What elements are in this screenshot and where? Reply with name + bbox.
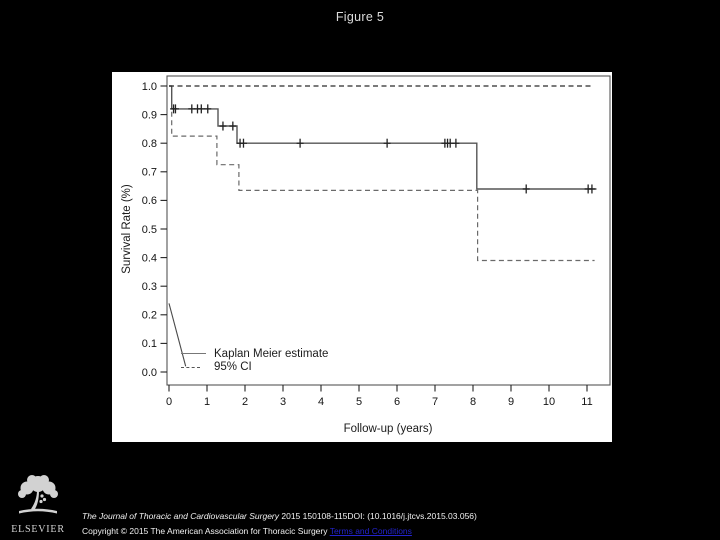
elsevier-wordmark: ELSEVIER <box>11 524 65 535</box>
svg-text:0.1: 0.1 <box>142 338 157 350</box>
elsevier-tree-icon <box>18 475 58 514</box>
svg-text:8: 8 <box>470 396 476 408</box>
copyright-line: Copyright © 2015 The American Associatio… <box>82 524 702 539</box>
svg-text:0: 0 <box>166 396 172 408</box>
svg-text:2: 2 <box>242 396 248 408</box>
copyright-text: Copyright © 2015 The American Associatio… <box>82 526 330 536</box>
x-axis-label: Follow-up (years) <box>343 423 433 435</box>
svg-text:5: 5 <box>356 396 362 408</box>
svg-text:0.2: 0.2 <box>142 310 157 322</box>
page-title: Figure 5 <box>335 10 385 24</box>
svg-text:4: 4 <box>318 396 324 408</box>
terms-link[interactable]: Terms and Conditions <box>329 526 412 536</box>
svg-text:9: 9 <box>508 396 514 408</box>
citation-details: 2015 150108-115DOI: (10.1016/j.jtcvs.201… <box>279 511 477 521</box>
svg-text:0.0: 0.0 <box>142 367 157 379</box>
svg-text:0.8: 0.8 <box>142 138 157 150</box>
svg-text:0.9: 0.9 <box>142 109 157 121</box>
journal-name: The Journal of Thoracic and Cardiovascul… <box>82 511 280 521</box>
svg-text:0.7: 0.7 <box>142 167 157 179</box>
figure-citation: The Journal of Thoracic and Cardiovascul… <box>82 509 702 539</box>
svg-text:1: 1 <box>204 396 210 408</box>
km-chart-svg: 1.0 0.9 0.8 0.7 0.6 0.5 0.4 0.3 0.2 0.1 0.0 0 1 2 3 4 5 6… <box>142 75 611 408</box>
svg-text:11: 11 <box>581 396 592 408</box>
svg-text:7: 7 <box>432 396 438 408</box>
legend-item-km: Kaplan Meier estimate <box>181 347 328 361</box>
legend-label-km: Kaplan Meier estimate <box>214 347 329 360</box>
svg-text:10: 10 <box>543 396 555 408</box>
solid-line-sample-icon <box>181 353 206 355</box>
chart-legend: Kaplan Meier estimate 95% CI <box>181 347 328 374</box>
y-axis-label: Survival Rate (%) <box>121 184 133 274</box>
elsevier-logo: ELSEVIER <box>8 474 68 535</box>
svg-text:1.0: 1.0 <box>142 81 157 93</box>
figure-image: 1.0 0.9 0.8 0.7 0.6 0.5 0.4 0.3 0.2 0.1 0.0 0 1 2 3 4 5 6… <box>112 72 612 442</box>
dashed-line-sample-icon <box>181 366 200 368</box>
svg-text:3: 3 <box>280 396 286 408</box>
svg-text:0.3: 0.3 <box>142 281 157 293</box>
svg-text:0.6: 0.6 <box>142 195 157 207</box>
citation-line: The Journal of Thoracic and Cardiovascul… <box>82 509 702 524</box>
svg-text:0.4: 0.4 <box>142 252 157 264</box>
svg-text:6: 6 <box>394 396 400 408</box>
legend-label-ci: 95% CI <box>214 361 252 374</box>
legend-item-ci: 95% CI <box>181 361 328 375</box>
svg-text:0.5: 0.5 <box>142 224 157 236</box>
